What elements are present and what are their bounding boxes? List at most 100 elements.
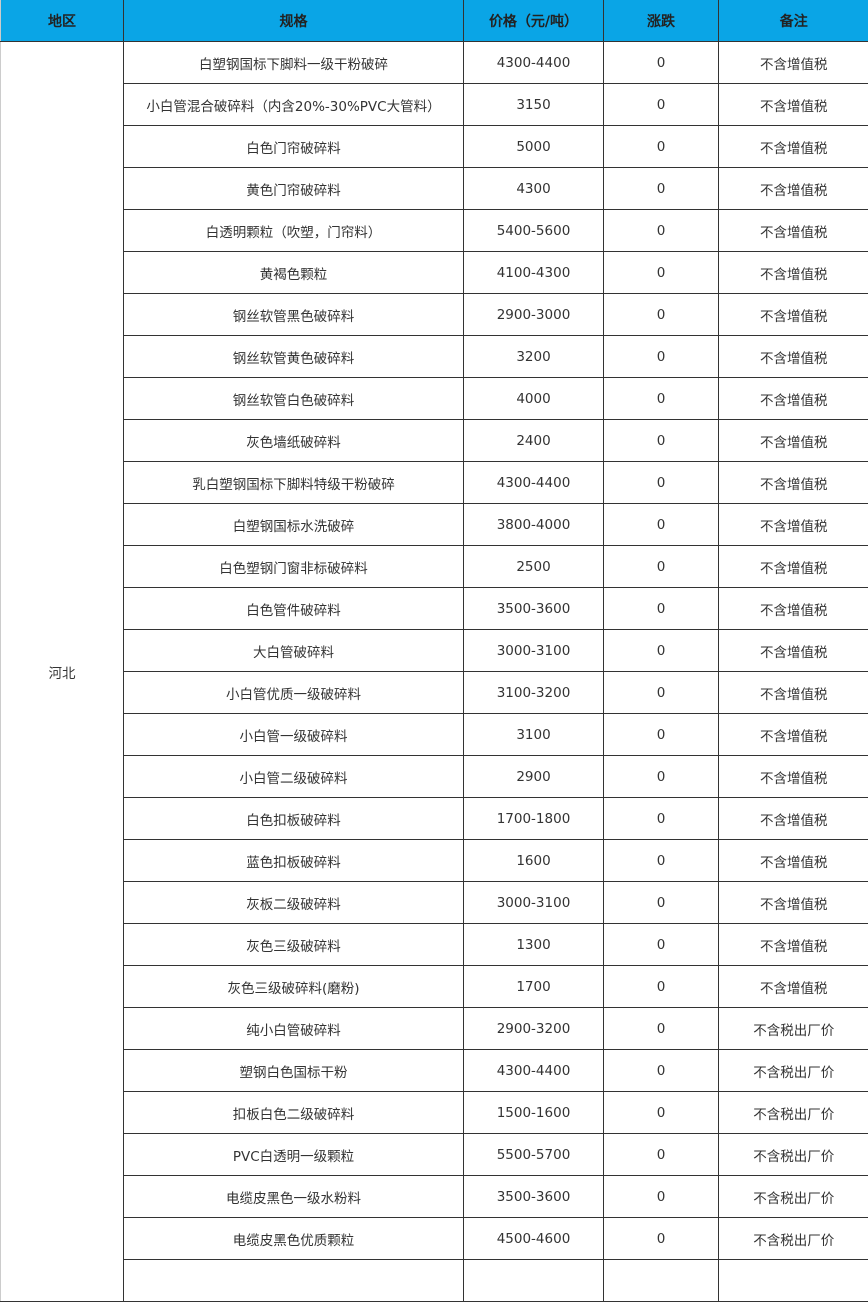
- price-cell: 3100: [463, 713, 604, 756]
- change-cell: 0: [603, 41, 719, 84]
- price-cell: 2900-3200: [463, 1007, 604, 1050]
- change-cell: 0: [603, 125, 719, 168]
- price-cell: 1600: [463, 839, 604, 882]
- header-price: 价格（元/吨）: [463, 0, 604, 42]
- table-row: 河北 白塑钢国标下脚料一级干粉破碎 4300-4400 0 不含增值税: [0, 41, 868, 1302]
- header-region: 地区: [0, 0, 124, 42]
- note-cell: 不含增值税: [718, 629, 868, 672]
- note-cell: 不含增值税: [718, 923, 868, 966]
- change-cell: 0: [603, 461, 719, 504]
- note-cell: 不含增值税: [718, 755, 868, 798]
- price-cell: 4100-4300: [463, 251, 604, 294]
- change-cell: 0: [603, 251, 719, 294]
- spec-cell: 钢丝软管黑色破碎料: [123, 293, 464, 336]
- spec-cell: 小白管二级破碎料: [123, 755, 464, 798]
- change-cell: 0: [603, 377, 719, 420]
- table-row: 小白管混合破碎料（内含20%-30%PVC大管料） 3150 0 不含增值税: [1, 83, 868, 126]
- table-row: 小白管一级破碎料 3100 0 不含增值税: [1, 713, 868, 756]
- table-row: 白透明颗粒（吹塑，门帘料） 5400-5600 0 不含增值税: [1, 209, 868, 252]
- change-cell: 0: [603, 629, 719, 672]
- price-cell: 2900: [463, 755, 604, 798]
- spec-cell: 电缆皮黑色优质颗粒: [123, 1217, 464, 1260]
- spec-cell: 黄褐色颗粒: [123, 251, 464, 294]
- table-row: 白色扣板破碎料 1700-1800 0 不含增值税: [1, 797, 868, 840]
- spec-cell: 白塑钢国标水洗破碎: [123, 503, 464, 546]
- price-cell: 3000-3100: [463, 629, 604, 672]
- table-row: 乳白塑钢国标下脚料特级干粉破碎 4300-4400 0 不含增值税: [1, 461, 868, 504]
- note-cell: 不含税出厂价: [718, 1133, 868, 1176]
- table-row: 蓝色扣板破碎料 1600 0 不含增值税: [1, 839, 868, 882]
- table-row: 白色门帘破碎料 5000 0 不含增值税: [1, 125, 868, 168]
- price-cell: 2500: [463, 545, 604, 588]
- table-row: 白塑钢国标水洗破碎 3800-4000 0 不含增值税: [1, 503, 868, 546]
- table-row: 黄褐色颗粒 4100-4300 0 不含增值税: [1, 251, 868, 294]
- spec-cell: 纯小白管破碎料: [123, 1007, 464, 1050]
- table-row: 大白管破碎料 3000-3100 0 不含增值税: [1, 629, 868, 672]
- note-cell: 不含税出厂价: [718, 1217, 868, 1260]
- table-row: PVC白透明一级颗粒 5500-5700 0 不含税出厂价: [1, 1133, 868, 1176]
- spec-cell: 白色扣板破碎料: [123, 797, 464, 840]
- table-row: 灰色三级破碎料(磨粉) 1700 0 不含增值税: [1, 965, 868, 1008]
- change-cell: 0: [603, 1091, 719, 1134]
- change-cell: 0: [603, 1133, 719, 1176]
- price-cell: 3100-3200: [463, 671, 604, 714]
- change-cell: 0: [603, 881, 719, 924]
- note-cell: 不含增值税: [718, 251, 868, 294]
- note-cell: 不含增值税: [718, 587, 868, 630]
- change-cell: 0: [603, 209, 719, 252]
- price-cell: 4500-4600: [463, 1217, 604, 1260]
- change-cell: 0: [603, 923, 719, 966]
- change-cell: 0: [603, 293, 719, 336]
- header-spec: 规格: [123, 0, 464, 42]
- note-cell: 不含增值税: [718, 419, 868, 462]
- table-row: 灰色三级破碎料 1300 0 不含增值税: [1, 923, 868, 966]
- table-row: 钢丝软管黑色破碎料 2900-3000 0 不含增值税: [1, 293, 868, 336]
- change-cell: 0: [603, 83, 719, 126]
- spec-cell: 蓝色扣板破碎料: [123, 839, 464, 882]
- note-cell: 不含增值税: [718, 671, 868, 714]
- price-cell: 2400: [463, 419, 604, 462]
- table-row: 钢丝软管黄色破碎料 3200 0 不含增值税: [1, 335, 868, 378]
- table-row: 扣板白色二级破碎料 1500-1600 0 不含税出厂价: [1, 1091, 868, 1134]
- note-cell: 不含增值税: [718, 125, 868, 168]
- note-cell: 不含税出厂价: [718, 1175, 868, 1218]
- spec-cell: 钢丝软管黄色破碎料: [123, 335, 464, 378]
- table-row: 小白管二级破碎料 2900 0 不含增值税: [1, 755, 868, 798]
- table-row: 黄色门帘破碎料 4300 0 不含增值税: [1, 167, 868, 210]
- note-cell: 不含增值税: [718, 293, 868, 336]
- price-cell: 3500-3600: [463, 1175, 604, 1218]
- note-cell: 不含增值税: [718, 713, 868, 756]
- table-row: 灰板二级破碎料 3000-3100 0 不含增值税: [1, 881, 868, 924]
- spec-cell: 小白管优质一级破碎料: [123, 671, 464, 714]
- price-cell: 1300: [463, 923, 604, 966]
- spec-cell: 白色门帘破碎料: [123, 125, 464, 168]
- region-cell: 河北: [0, 41, 124, 1302]
- table-row: 小白管优质一级破碎料 3100-3200 0 不含增值税: [1, 671, 868, 714]
- spec-cell: 白色管件破碎料: [123, 587, 464, 630]
- spec-cell: 钢丝软管白色破碎料: [123, 377, 464, 420]
- spec-cell: 乳白塑钢国标下脚料特级干粉破碎: [123, 461, 464, 504]
- note-cell: 不含增值税: [718, 965, 868, 1008]
- note-cell: [718, 1259, 868, 1302]
- spec-cell: 小白管混合破碎料（内含20%-30%PVC大管料）: [123, 83, 464, 126]
- change-cell: 0: [603, 1175, 719, 1218]
- price-cell: 3150: [463, 83, 604, 126]
- spec-cell: 白色塑钢门窗非标破碎料: [123, 545, 464, 588]
- spec-cell: 大白管破碎料: [123, 629, 464, 672]
- table-row: 塑钢白色国标干粉 4300-4400 0 不含税出厂价: [1, 1049, 868, 1092]
- note-cell: 不含增值税: [718, 83, 868, 126]
- note-cell: 不含税出厂价: [718, 1007, 868, 1050]
- price-cell: 4300: [463, 167, 604, 210]
- change-cell: 0: [603, 419, 719, 462]
- price-cell: 5400-5600: [463, 209, 604, 252]
- note-cell: 不含增值税: [718, 41, 868, 84]
- note-cell: 不含税出厂价: [718, 1049, 868, 1092]
- change-cell: 0: [603, 671, 719, 714]
- note-cell: 不含增值税: [718, 335, 868, 378]
- price-cell: 3200: [463, 335, 604, 378]
- price-cell: 3800-4000: [463, 503, 604, 546]
- spec-cell: 灰色墙纸破碎料: [123, 419, 464, 462]
- note-cell: 不含增值税: [718, 545, 868, 588]
- table-row: 白色管件破碎料 3500-3600 0 不含增值税: [1, 587, 868, 630]
